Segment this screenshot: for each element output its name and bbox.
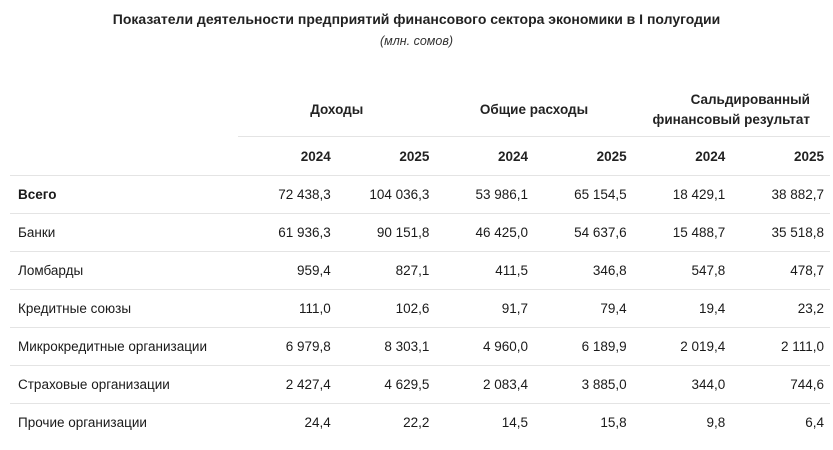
table-cell: 102,6 <box>336 289 436 328</box>
table-cell: 46 425,0 <box>435 213 535 252</box>
year-header: 2024 <box>238 136 337 176</box>
group-header-income: Доходы <box>310 102 364 117</box>
table-cell: 61 936,3 <box>238 213 337 252</box>
table-cell: 346,8 <box>534 251 633 290</box>
table-cell: 72 438,3 <box>238 175 337 214</box>
table-cell: 2 427,4 <box>238 365 337 404</box>
table-cell: 2 111,0 <box>731 327 830 366</box>
table-row: Кредитные союзы 111,0 102,6 91,7 79,4 19,4 23,… <box>10 289 830 328</box>
table-cell: 53 986,1 <box>435 175 535 214</box>
table-cell: 111,0 <box>238 289 337 328</box>
table-cell: 4 960,0 <box>435 327 535 366</box>
table-cell: 6,4 <box>731 403 830 441</box>
row-label: Всего <box>10 175 239 214</box>
table-cell: 38 882,7 <box>731 175 830 214</box>
table-row: Банки 61 936,3 90 151,8 46 425,0 54 637,6 15 … <box>10 213 830 252</box>
group-header-expenses: Общие расходы <box>479 102 589 117</box>
year-header: 2024 <box>435 136 535 176</box>
year-header: 2025 <box>534 136 633 176</box>
corner-cell <box>10 84 238 137</box>
table-cell: 744,6 <box>731 365 830 404</box>
table-cell: 19,4 <box>632 289 732 328</box>
table-cell: 2 083,4 <box>435 365 535 404</box>
table-cell: 478,7 <box>731 251 830 290</box>
year-corner-cell <box>10 137 238 176</box>
table-row: Микрокредитные организации 6 979,8 8 303,1… <box>10 327 830 366</box>
table-cell: 18 429,1 <box>632 175 732 214</box>
row-label: Прочие организации <box>10 403 239 441</box>
table-cell: 15 488,7 <box>632 213 732 252</box>
year-header-row: 2024 2025 2024 2025 2024 2025 <box>10 136 830 176</box>
table-cell: 4 629,5 <box>336 365 436 404</box>
group-header-row: Доходы Общие расходы Сальдированный фина… <box>10 84 830 137</box>
row-label: Страховые организации <box>10 365 239 404</box>
table-cell: 344,0 <box>632 365 732 404</box>
table-cell: 9,8 <box>632 403 732 441</box>
table-cell: 79,4 <box>534 289 633 328</box>
group-header-result: Сальдированный финансовый результат <box>652 92 810 127</box>
row-label: Микрокредитные организации <box>10 327 239 366</box>
table-cell: 6 189,9 <box>534 327 633 366</box>
table-cell: 8 303,1 <box>336 327 436 366</box>
table-row: Прочие организации 24,4 22,2 14,5 15,8 9,8 6,4 <box>10 403 830 441</box>
table-cell: 3 885,0 <box>534 365 633 404</box>
table-cell: 15,8 <box>534 403 633 441</box>
row-label: Банки <box>10 213 239 252</box>
table-cell: 35 518,8 <box>731 213 830 252</box>
year-header: 2025 <box>336 136 436 176</box>
table-cell: 547,8 <box>632 251 732 290</box>
row-label: Кредитные союзы <box>10 289 239 328</box>
table-row: Ломбарды 959,4 827,1 411,5 346,8 547,8 478,7 <box>10 251 830 290</box>
year-header: 2025 <box>731 136 830 176</box>
table-cell: 22,2 <box>336 403 436 441</box>
table-body: Всего 72 438,3 104 036,3 53 986,1 65 154,5 18… <box>10 175 830 441</box>
table-cell: 90 151,8 <box>336 213 436 252</box>
financial-sector-table: Доходы Общие расходы Сальдированный фина… <box>10 84 830 441</box>
table-subtitle: (млн. сомов) <box>379 34 454 48</box>
table-cell: 104 036,3 <box>336 175 436 214</box>
table-cell: 959,4 <box>238 251 337 290</box>
table-cell: 24,4 <box>238 403 337 441</box>
table-cell: 23,2 <box>731 289 830 328</box>
table-cell: 54 637,6 <box>534 213 633 252</box>
table-cell: 14,5 <box>435 403 535 441</box>
table-cell: 2 019,4 <box>632 327 732 366</box>
row-label: Ломбарды <box>10 251 239 290</box>
table-row: Всего 72 438,3 104 036,3 53 986,1 65 154,5 18… <box>10 175 830 214</box>
table-cell: 6 979,8 <box>238 327 337 366</box>
table-cell: 65 154,5 <box>534 175 633 214</box>
table-row: Страховые организации 2 427,4 4 629,5 2 083… <box>10 365 830 404</box>
table-cell: 827,1 <box>336 251 436 290</box>
year-header: 2024 <box>632 136 732 176</box>
table-cell: 91,7 <box>435 289 535 328</box>
table-cell: 411,5 <box>435 251 535 290</box>
table-title: Показатели деятельности предприятий фина… <box>112 11 721 27</box>
